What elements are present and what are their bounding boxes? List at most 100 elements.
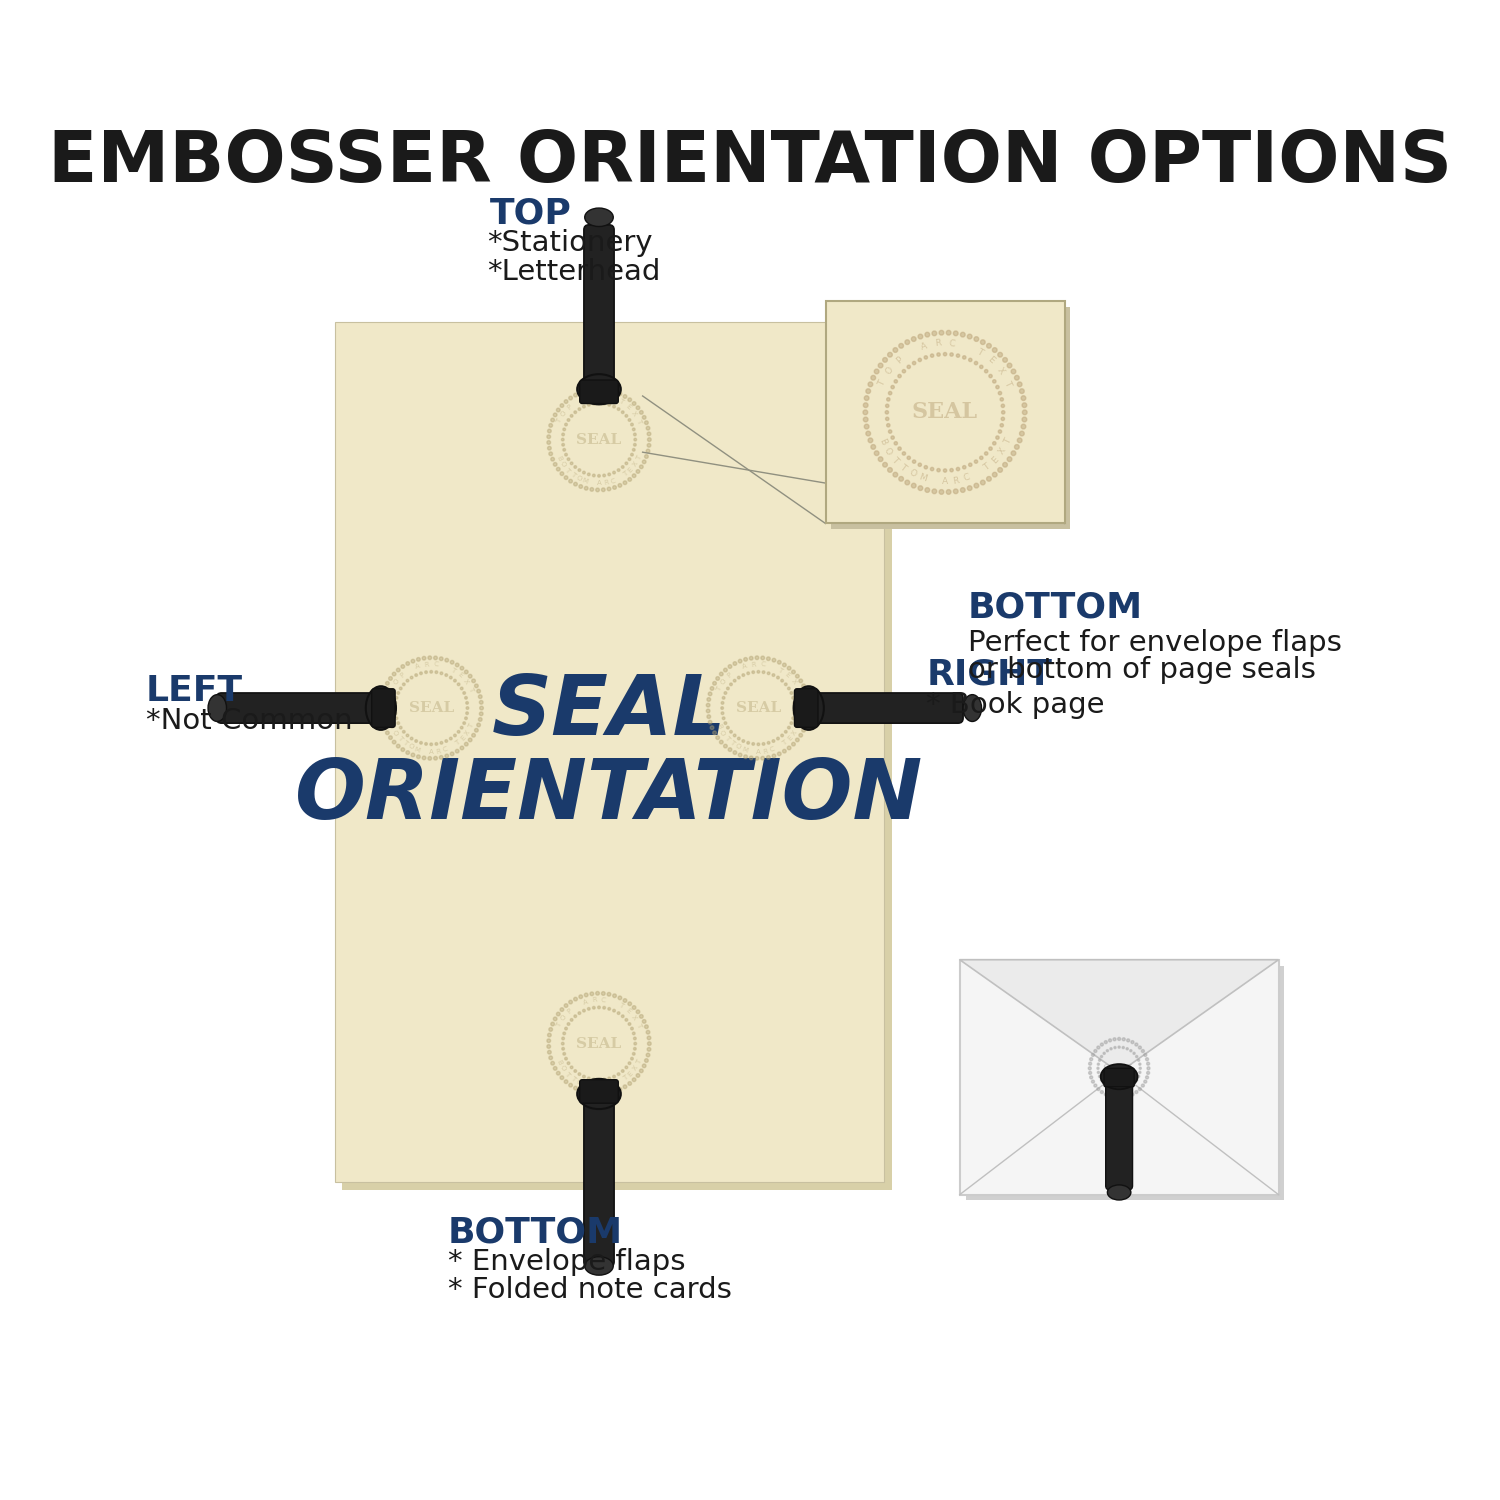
FancyBboxPatch shape (804, 693, 963, 723)
Circle shape (888, 392, 892, 394)
Circle shape (564, 1058, 567, 1060)
Circle shape (706, 716, 711, 718)
Text: C: C (609, 1082, 616, 1089)
Text: X: X (464, 729, 471, 736)
Circle shape (608, 388, 610, 392)
Circle shape (726, 726, 729, 729)
Circle shape (720, 672, 723, 676)
Circle shape (1092, 1080, 1095, 1083)
Text: T: T (564, 1070, 572, 1077)
Circle shape (612, 405, 615, 408)
Circle shape (440, 756, 442, 759)
Circle shape (908, 456, 910, 459)
Circle shape (1002, 411, 1005, 414)
Circle shape (465, 742, 468, 746)
Circle shape (382, 687, 387, 690)
Circle shape (752, 742, 754, 746)
Circle shape (396, 668, 400, 672)
Circle shape (646, 444, 651, 447)
Circle shape (394, 702, 396, 703)
Circle shape (646, 432, 651, 435)
Text: X: X (632, 1065, 639, 1072)
Circle shape (458, 730, 460, 734)
Circle shape (435, 742, 438, 746)
Circle shape (1146, 1062, 1149, 1065)
Circle shape (1096, 1066, 1100, 1070)
Circle shape (1144, 1053, 1148, 1056)
Circle shape (968, 486, 972, 490)
Circle shape (892, 348, 897, 352)
Circle shape (564, 1080, 568, 1083)
Ellipse shape (585, 209, 614, 226)
Circle shape (904, 340, 909, 345)
Circle shape (632, 1005, 636, 1010)
Text: P: P (399, 672, 406, 680)
Circle shape (411, 753, 416, 758)
Circle shape (993, 472, 998, 477)
Circle shape (988, 375, 992, 378)
Circle shape (585, 388, 588, 393)
Circle shape (924, 465, 927, 470)
Circle shape (634, 1042, 636, 1046)
Text: A: A (742, 663, 748, 670)
Circle shape (381, 720, 386, 724)
Circle shape (1104, 1041, 1107, 1044)
Text: A: A (920, 340, 928, 351)
Circle shape (1138, 1046, 1142, 1048)
Circle shape (1146, 1076, 1149, 1078)
Circle shape (795, 738, 800, 742)
Circle shape (400, 664, 405, 669)
Circle shape (1011, 369, 1016, 374)
Circle shape (728, 748, 732, 752)
Text: O: O (392, 678, 400, 686)
Circle shape (548, 429, 550, 433)
Text: T: T (634, 1022, 642, 1029)
Circle shape (804, 690, 807, 693)
Circle shape (588, 472, 590, 476)
Text: X: X (632, 460, 639, 468)
Circle shape (1118, 1046, 1120, 1048)
Circle shape (868, 438, 873, 442)
Circle shape (950, 468, 952, 472)
Circle shape (1136, 1078, 1138, 1082)
Text: T: T (634, 1059, 642, 1065)
Text: O: O (884, 366, 896, 376)
Circle shape (427, 756, 432, 760)
Circle shape (450, 752, 454, 756)
Circle shape (464, 722, 465, 724)
Circle shape (969, 464, 972, 466)
Circle shape (807, 706, 810, 710)
Circle shape (570, 1019, 573, 1022)
Circle shape (422, 756, 426, 759)
Text: O: O (560, 1065, 567, 1072)
Circle shape (782, 734, 783, 736)
Circle shape (596, 488, 600, 492)
Circle shape (450, 660, 454, 664)
Circle shape (886, 398, 890, 400)
Bar (831, 308, 1071, 530)
Circle shape (1136, 1042, 1138, 1046)
Circle shape (742, 674, 744, 676)
Circle shape (918, 464, 921, 466)
Circle shape (642, 416, 646, 419)
Circle shape (758, 742, 759, 746)
Circle shape (734, 680, 736, 682)
Text: C: C (433, 662, 438, 668)
Circle shape (628, 477, 632, 482)
Text: T: T (568, 1076, 576, 1082)
Text: T: T (634, 419, 642, 424)
Circle shape (602, 992, 604, 996)
Circle shape (556, 1071, 560, 1076)
Circle shape (792, 717, 795, 720)
Circle shape (1126, 1095, 1130, 1098)
Circle shape (618, 996, 622, 999)
Circle shape (1122, 1096, 1125, 1100)
Circle shape (634, 438, 636, 441)
Circle shape (446, 754, 448, 758)
Text: R: R (592, 998, 597, 1004)
Circle shape (380, 716, 384, 718)
Circle shape (1138, 1071, 1142, 1074)
Circle shape (394, 717, 398, 720)
Circle shape (564, 399, 568, 404)
Circle shape (710, 726, 714, 729)
